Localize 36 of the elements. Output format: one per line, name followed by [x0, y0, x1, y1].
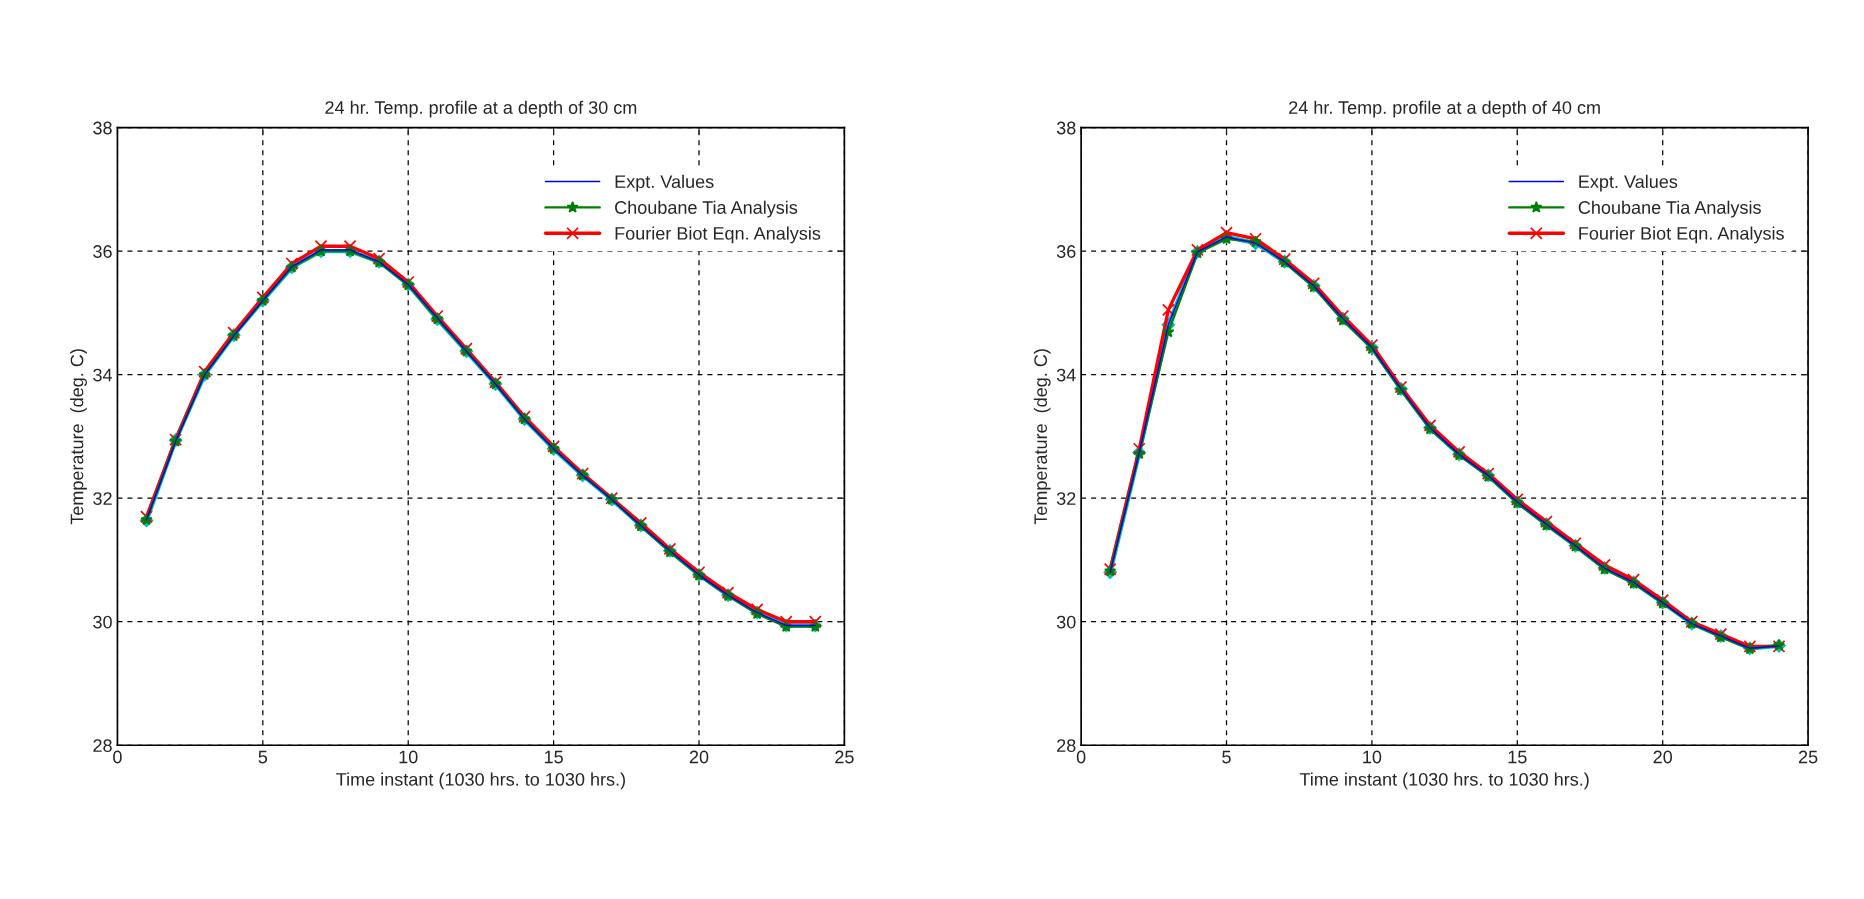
y-tick-label: 34	[1056, 368, 1076, 382]
legend-label: Expt. Values	[1579, 174, 1678, 192]
chart-title: 24 hr. Temp. profile at a depth of 30 cm	[325, 100, 637, 118]
chart-title: 24 hr. Temp. profile at a depth of 40 cm	[1289, 100, 1600, 118]
x-tick-label: 10	[399, 750, 418, 764]
x-tick-label: 5	[1222, 750, 1231, 764]
y-tick-label: 34	[93, 368, 113, 382]
y-tick-label: 38	[93, 121, 112, 135]
x-tick-label: 0	[1076, 750, 1086, 764]
y-tick-label: 30	[93, 615, 112, 629]
x-tick-label: 25	[1798, 750, 1818, 764]
y-tick-label: 38	[1056, 121, 1076, 135]
y-tick-label: 32	[93, 492, 112, 505]
y-axis-title: Temperature (deg. C)	[70, 349, 87, 525]
x-tick-label: 20	[689, 750, 709, 764]
x-axis-title: Time instant (1030 hrs. to 1030 hrs.)	[1299, 772, 1589, 790]
legend-label: Fourier Biot Eqn. Analysis	[1579, 226, 1784, 244]
y-tick-label: 32	[1056, 492, 1076, 505]
x-tick-label: 10	[1363, 750, 1382, 764]
y-tick-label: 36	[1056, 245, 1076, 258]
x-tick-label: 20	[1653, 750, 1673, 764]
y-tick-label: 28	[1057, 739, 1076, 752]
legend-label: Fourier Biot Eqn. Analysis	[615, 226, 821, 244]
x-tick-label: 25	[835, 750, 854, 764]
legend-label: Choubane Tia Analysis	[1578, 200, 1761, 218]
x-tick-label: 15	[1508, 750, 1527, 764]
x-axis-title: Time instant (1030 hrs. to 1030 hrs.)	[336, 772, 625, 790]
y-tick-label: 28	[93, 739, 112, 752]
x-tick-label: 15	[544, 750, 563, 764]
y-tick-label: 30	[1056, 615, 1076, 629]
x-tick-label: 5	[258, 750, 268, 764]
y-tick-label: 36	[93, 245, 112, 258]
legend-label: Choubane Tia Analysis	[615, 200, 798, 218]
legend-label: Expt. Values	[615, 174, 714, 192]
y-axis-title: Temperature (deg. C)	[1033, 349, 1051, 525]
x-tick-label: 0	[113, 750, 122, 764]
